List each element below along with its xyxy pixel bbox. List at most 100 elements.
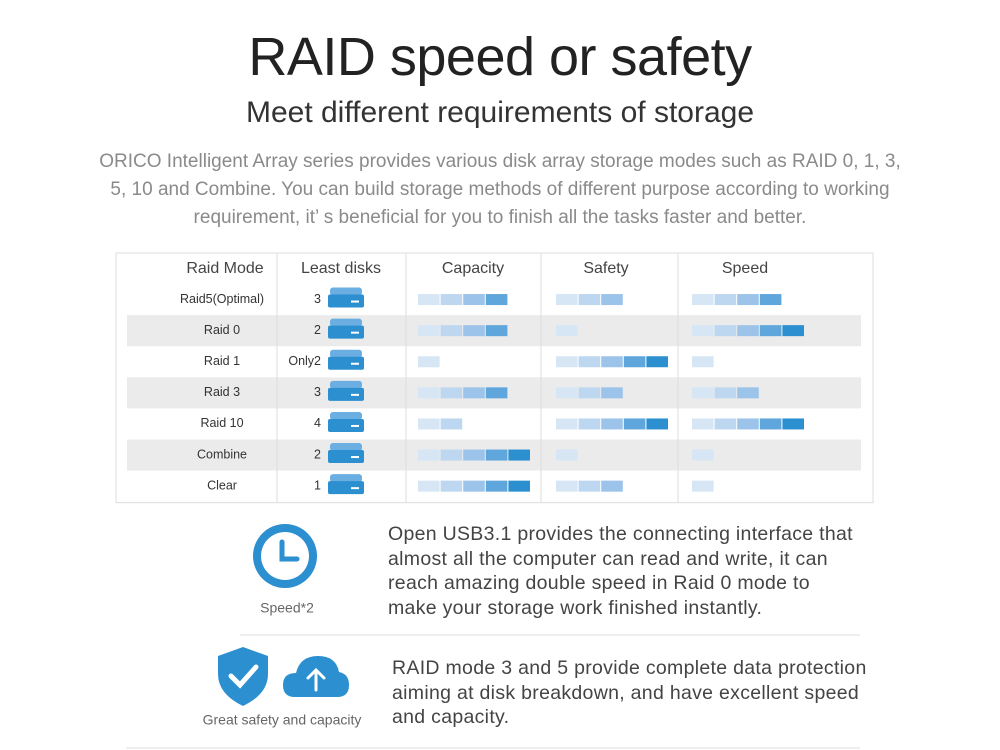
rating-segment	[601, 387, 623, 399]
rating-segment	[485, 449, 508, 461]
safety-rating	[556, 449, 578, 461]
rating-segment	[578, 356, 601, 368]
rating-segment	[737, 294, 759, 306]
drive-icon	[328, 411, 364, 432]
drive-top	[330, 349, 362, 358]
rating-segment	[508, 480, 530, 492]
rating-segment	[759, 294, 782, 306]
rating-segment	[578, 294, 601, 306]
speed-rating	[692, 356, 714, 368]
capacity-rating	[418, 480, 530, 492]
rating-segment	[646, 418, 668, 430]
rating-segment	[418, 480, 440, 492]
rating-segment	[714, 418, 737, 430]
drive-top	[330, 411, 362, 420]
safety-rating	[556, 325, 578, 337]
drive-led	[351, 456, 359, 459]
rating-segment	[692, 387, 714, 399]
feature-text: Open USB3.1 provides the connecting inte…	[388, 523, 853, 619]
rating-segment	[737, 325, 759, 337]
rating-segment	[714, 294, 737, 306]
rating-segment	[556, 418, 578, 430]
rating-segment	[485, 294, 508, 306]
drive-led	[351, 393, 359, 396]
drive-body	[328, 356, 364, 370]
rating-segment	[623, 356, 646, 368]
rating-segment	[463, 449, 485, 461]
rating-segment	[601, 294, 623, 306]
least-disks: 3	[314, 385, 321, 399]
drive-body	[328, 387, 364, 401]
title: RAID speed or safety	[248, 27, 752, 87]
rating-segment	[601, 356, 623, 368]
rating-segment	[692, 294, 714, 306]
rating-segment	[418, 418, 440, 430]
clock-icon	[253, 524, 317, 588]
rating-segment	[556, 356, 578, 368]
rating-segment	[463, 387, 485, 399]
rating-segment	[578, 480, 601, 492]
rating-segment	[485, 387, 508, 399]
rating-segment	[556, 294, 578, 306]
rating-segment	[556, 480, 578, 492]
least-disks: 2	[314, 323, 321, 337]
drive-icon	[328, 349, 364, 370]
rating-segment	[759, 325, 782, 337]
rating-segment	[714, 387, 737, 399]
raid-mode: Clear	[207, 478, 237, 492]
feature-text: RAID mode 3 and 5 provide complete data …	[392, 657, 867, 728]
drive-led	[351, 331, 359, 334]
safety-rating	[556, 418, 668, 430]
rating-segment	[418, 356, 440, 368]
raid-mode: Raid 10	[200, 416, 243, 430]
rating-segment	[623, 418, 646, 430]
rating-segment	[782, 418, 804, 430]
column-header: Raid Mode	[186, 260, 263, 277]
raid-mode: Raid 3	[204, 385, 240, 399]
rating-segment	[692, 356, 714, 368]
speed-rating	[692, 418, 804, 430]
rating-segment	[463, 480, 485, 492]
rating-segment	[759, 418, 782, 430]
drive-top	[330, 380, 362, 389]
rating-segment	[440, 418, 463, 430]
drive-body	[328, 418, 364, 432]
rating-segment	[418, 294, 440, 306]
capacity-rating	[418, 325, 508, 337]
capacity-rating	[418, 387, 508, 399]
table-frame	[115, 252, 874, 504]
rating-segment	[601, 480, 623, 492]
rating-segment	[737, 418, 759, 430]
safety-rating	[556, 356, 668, 368]
description: ORICO Intelligent Array series provides …	[99, 151, 901, 228]
drive-led	[351, 300, 359, 303]
drive-icon	[328, 287, 364, 308]
drive-led	[351, 424, 359, 427]
rating-segment	[646, 356, 668, 368]
drive-top	[330, 318, 362, 327]
rating-segment	[692, 480, 714, 492]
rating-segment	[692, 449, 714, 461]
rating-segment	[485, 480, 508, 492]
rating-segment	[714, 325, 737, 337]
feature-label: Great safety and capacity	[203, 712, 362, 728]
column-header: Least disks	[301, 260, 381, 277]
safety-rating	[556, 294, 623, 306]
subtitle: Meet different requirements of storage	[245, 96, 755, 129]
drive-icon	[328, 443, 364, 464]
raid-mode: Raid 1	[204, 354, 240, 368]
rating-segment	[692, 418, 714, 430]
rating-segment	[418, 387, 440, 399]
drive-body	[328, 481, 364, 495]
capacity-rating	[418, 449, 530, 461]
least-disks: 4	[314, 416, 321, 430]
speed-rating	[692, 449, 714, 461]
drive-top	[330, 474, 362, 483]
rating-segment	[440, 449, 463, 461]
rating-segment	[692, 325, 714, 337]
rating-segment	[737, 387, 759, 399]
feature-label: Speed*2	[260, 600, 314, 616]
rating-segment	[463, 325, 485, 337]
drive-top	[330, 443, 362, 452]
rating-segment	[782, 325, 804, 337]
